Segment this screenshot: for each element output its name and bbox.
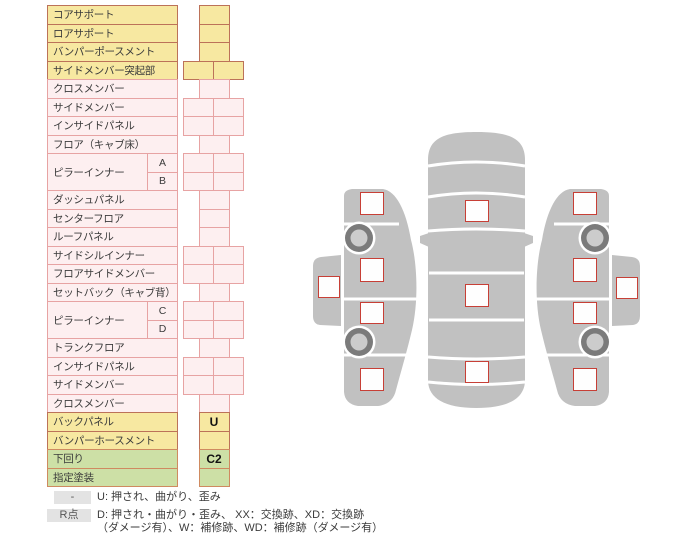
part-label: バンパーポースメント xyxy=(47,42,178,62)
wheel-left-rear xyxy=(342,325,376,359)
pillar-sub-label: A xyxy=(147,153,178,173)
mirror-left xyxy=(420,233,429,247)
part-label: バックパネル xyxy=(47,412,178,432)
part-label: インサイドパネル xyxy=(47,116,178,136)
grade-cell[interactable] xyxy=(198,467,230,487)
legend-badge-dash: - xyxy=(54,491,91,504)
part-label: サイドメンバー xyxy=(47,97,178,117)
parts-table: コアサポート ロアサポート バンパーポースメント サイドメンバー突起部 クロスメンバーサ… xyxy=(47,5,247,487)
top-view-body xyxy=(428,132,525,408)
part-label: フロア（キャブ床） xyxy=(47,134,178,154)
part-label: クロスメンバー xyxy=(47,79,178,99)
damage-box-top-3[interactable] xyxy=(465,361,489,383)
damage-box-right-4[interactable] xyxy=(573,368,597,391)
part-label: サイドメンバー突起部 xyxy=(47,60,178,80)
legend-badge-rpoint: R点 xyxy=(47,508,91,522)
wheel-left-front xyxy=(342,221,376,255)
part-label: フロアサイドメンバー xyxy=(47,264,178,284)
damage-box-left-1[interactable] xyxy=(360,192,384,215)
part-label: 指定塗装 xyxy=(47,467,178,487)
wheel-right-rear xyxy=(578,325,612,359)
top-view-panel-lines xyxy=(427,160,526,386)
wheel-right-front xyxy=(578,221,612,255)
part-label: ピラーインナー xyxy=(47,153,148,191)
pillar-sub-label: C xyxy=(147,301,178,321)
part-label: センターフロア xyxy=(47,208,178,228)
legend-text-d-line2: （ダメージ有）、W：補修跡、WD：補修跡（ダメージ有） xyxy=(97,522,384,534)
damage-box-right-3[interactable] xyxy=(573,302,597,324)
part-label: サイドシルインナー xyxy=(47,245,178,265)
damage-box-right-2[interactable] xyxy=(573,258,597,282)
mirror-right xyxy=(524,233,533,247)
damage-box-left-strip[interactable] xyxy=(318,276,340,298)
damage-box-left-2[interactable] xyxy=(360,258,384,282)
damage-box-left-3[interactable] xyxy=(360,302,384,324)
damage-box-top-1[interactable] xyxy=(465,200,489,222)
part-label: ピラーインナー xyxy=(47,301,148,339)
damage-box-top-2[interactable] xyxy=(465,284,489,307)
damage-box-right-strip[interactable] xyxy=(616,277,638,299)
part-label: バンパーホースメント xyxy=(47,430,178,450)
legend-text-u: U: 押され、曲がり、歪み xyxy=(97,491,221,503)
part-label: 下回り xyxy=(47,449,178,469)
legend: - U: 押され、曲がり、歪み R点 D: 押され・曲がり・歪み、 XX：交換跡… xyxy=(47,491,383,535)
part-label: クロスメンバー xyxy=(47,393,178,413)
damage-box-left-4[interactable] xyxy=(360,368,384,391)
damage-box-right-1[interactable] xyxy=(573,192,597,215)
legend-text-d-line1: D: 押され・曲がり・歪み、 XX：交換跡、XD：交換跡 xyxy=(97,508,365,521)
